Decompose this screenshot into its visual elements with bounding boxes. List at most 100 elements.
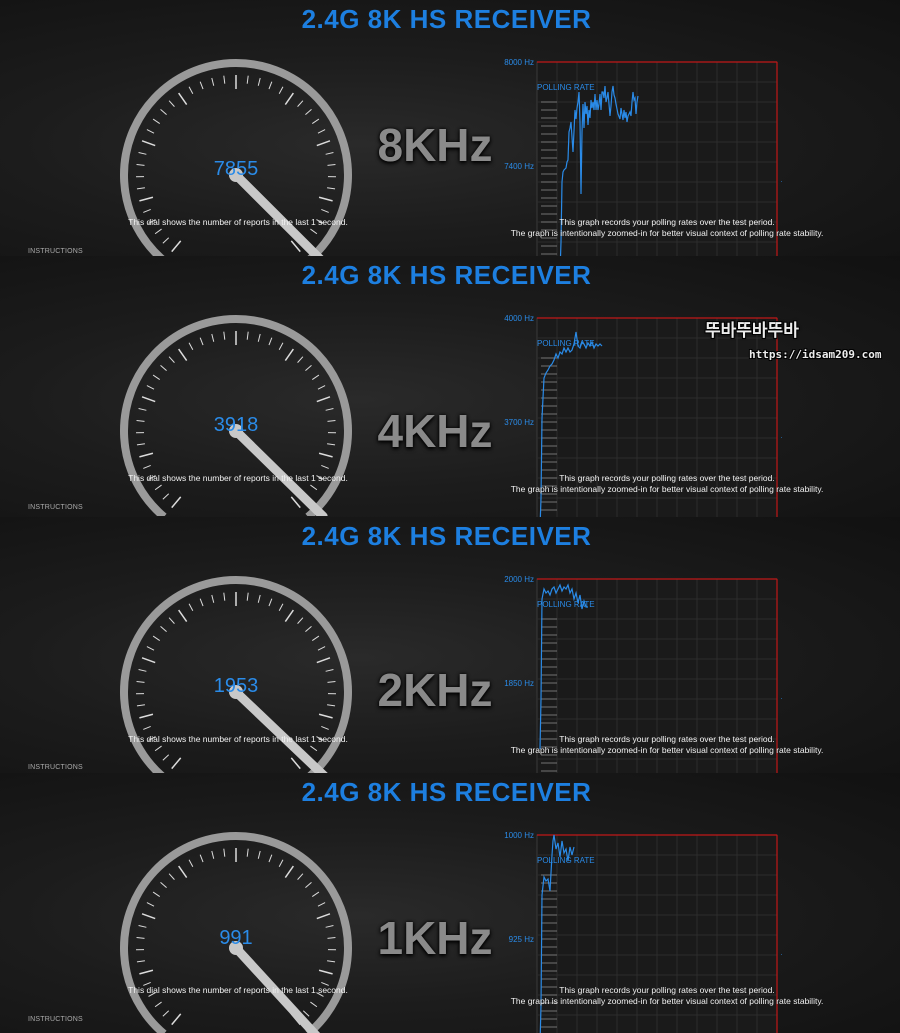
- instructions-link[interactable]: INSTRUCTIONS: [28, 764, 83, 771]
- needle-icon: [231, 170, 327, 260]
- dial-tick: [199, 854, 204, 863]
- dial-tick: [160, 626, 167, 633]
- dial-value: 1953: [213, 675, 259, 697]
- dial-tick: [327, 704, 336, 707]
- dial-tick: [325, 152, 334, 155]
- dial-value: 7855: [213, 158, 259, 180]
- dial-tick: [143, 726, 151, 730]
- dial-tick: [311, 635, 320, 641]
- dial-tick: [152, 891, 161, 897]
- dial-tick: [138, 152, 147, 155]
- dial-tick: [199, 81, 204, 90]
- graph-series-label: POLLING RATE: [537, 856, 595, 865]
- polling-rate-label: 1KHz: [377, 912, 493, 964]
- dial-tick: [171, 757, 182, 770]
- dial-tick: [311, 118, 320, 124]
- dial-gauge-icon: [120, 832, 352, 1033]
- graph-top-label: 1000 Hz: [504, 831, 534, 840]
- dial-tick: [178, 865, 188, 878]
- graph-mid-label: 1850 Hz: [504, 679, 534, 688]
- needle-hub: [229, 168, 243, 182]
- instructions-link[interactable]: INSTRUCTIONS: [28, 504, 83, 511]
- dial-tick: [154, 745, 162, 752]
- dial-tick: [211, 77, 215, 86]
- dial-tick: [297, 100, 304, 107]
- needle-icon: [231, 687, 328, 773]
- dial-tick: [148, 219, 156, 224]
- dial-tick: [136, 164, 145, 166]
- dial-tick: [178, 609, 188, 622]
- dial-tick: [316, 396, 331, 403]
- dial-tick: [310, 228, 318, 235]
- dial-tick: [160, 109, 167, 116]
- dial-tick: [311, 891, 320, 897]
- dial-note: This dial shows the number of reports in…: [128, 217, 348, 227]
- test-panel-4khz: 2.4G 8K HS RECEIVER 3918 This dial shows…: [0, 256, 900, 517]
- graph-note-line1: This graph records your polling rates ov…: [559, 473, 775, 483]
- instructions-link[interactable]: INSTRUCTIONS: [28, 1016, 83, 1023]
- graph-note-line1: This graph records your polling rates ov…: [559, 985, 775, 995]
- dial-tick: [136, 704, 145, 707]
- dial-tick: [290, 757, 301, 770]
- dial-note: This dial shows the number of reports in…: [128, 985, 348, 995]
- dial-tick: [311, 374, 320, 380]
- dial-tick: [246, 331, 249, 340]
- instructions-link[interactable]: INSTRUCTIONS: [28, 248, 83, 255]
- graph-note-line2: The graph is intentionally zoomed-in for…: [510, 996, 824, 1006]
- dial-tick: [171, 240, 182, 253]
- dial-tick: [318, 196, 333, 202]
- dial-tick: [257, 594, 261, 603]
- dial-tick: [302, 1010, 310, 1017]
- dial-value: 991: [219, 927, 253, 949]
- graph-note: This graph records your polling rates ov…: [498, 734, 836, 756]
- dial-tick: [310, 484, 318, 491]
- dial-tick: [146, 646, 155, 651]
- dial-tick: [143, 982, 151, 986]
- dial-tick: [318, 969, 333, 975]
- dial-tick: [257, 333, 261, 342]
- dial-tick: [305, 626, 312, 633]
- dial-tick: [146, 129, 155, 134]
- needle-hub: [229, 424, 243, 438]
- dial-tick: [317, 902, 326, 907]
- graph-top-label: 2000 Hz: [504, 575, 534, 584]
- dial-tick: [171, 496, 182, 509]
- dial-tick: [290, 496, 301, 509]
- dial-tick: [321, 209, 329, 213]
- dial-tick: [316, 219, 324, 224]
- dial-tick: [154, 228, 162, 235]
- dial-tick: [138, 669, 147, 672]
- dial-tick: [160, 365, 167, 372]
- graph-time-label: TIME: [781, 953, 782, 962]
- dial-tick: [310, 1001, 318, 1008]
- dial-tick: [278, 86, 284, 95]
- dial-tick: [168, 356, 175, 363]
- dial-tick: [139, 713, 154, 719]
- panel-title: 2.4G 8K HS RECEIVER: [301, 260, 592, 290]
- dial-tick: [188, 86, 194, 95]
- dial-tick: [141, 913, 156, 920]
- dial-tick: [305, 365, 312, 372]
- dial-tick: [321, 726, 329, 730]
- dial-tick: [327, 960, 336, 963]
- dial-tick: [284, 348, 294, 361]
- dial-tick: [162, 754, 170, 761]
- graph-mid-label: 3700 Hz: [504, 418, 534, 427]
- dial-tick: [327, 187, 336, 190]
- dial-tick: [327, 443, 336, 446]
- dial-tick: [246, 592, 249, 601]
- dial-tick: [146, 902, 155, 907]
- dial-tick: [162, 1010, 170, 1017]
- dial-tick: [168, 617, 175, 624]
- graph-mid-label: 7400 Hz: [504, 162, 534, 171]
- dial-tick: [141, 140, 156, 147]
- panel-title: 2.4G 8K HS RECEIVER: [301, 777, 592, 807]
- dial-note: This dial shows the number of reports in…: [128, 734, 348, 744]
- watermark-logo: 뚜바뚜바뚜바: [705, 321, 799, 340]
- dial-tick: [162, 237, 170, 244]
- dial-tick: [141, 657, 156, 664]
- dial-tick: [152, 374, 161, 380]
- test-panel-1khz: 2.4G 8K HS RECEIVER 991 This dial shows …: [0, 773, 900, 1033]
- dial-ring: [120, 576, 352, 773]
- dial-tick: [325, 925, 334, 928]
